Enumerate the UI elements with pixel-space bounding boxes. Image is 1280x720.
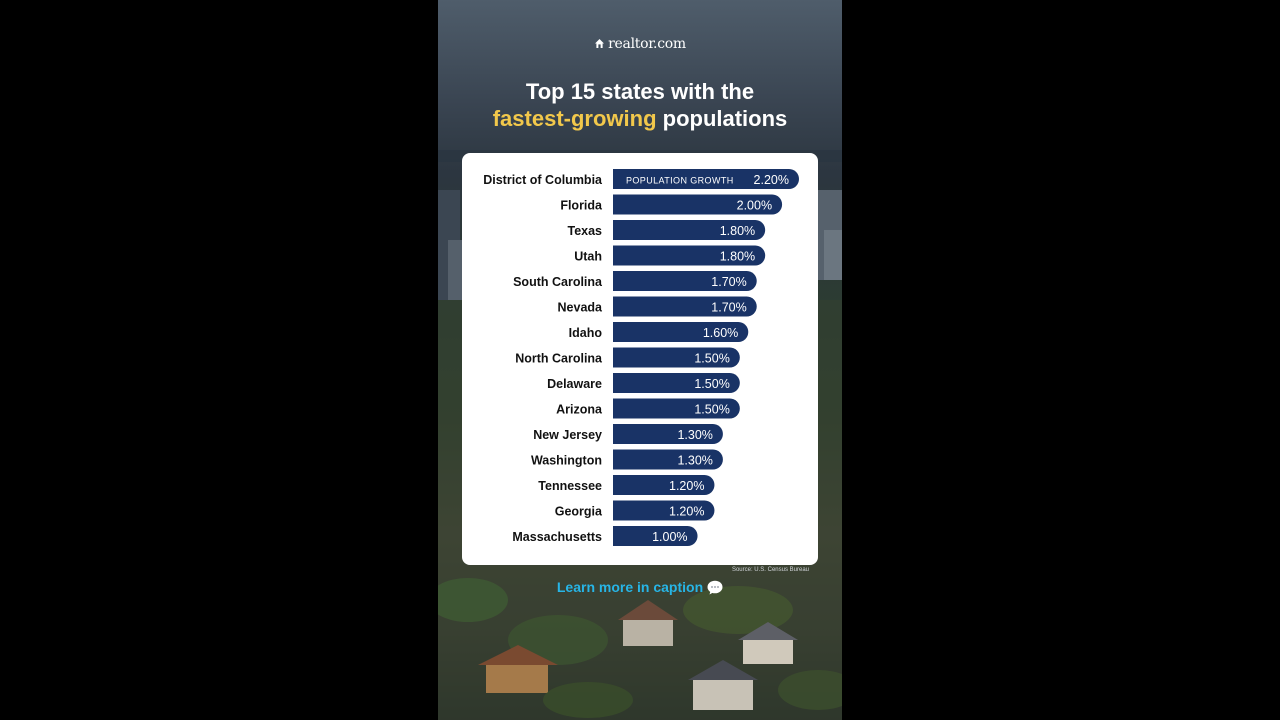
- bar: [613, 398, 740, 419]
- infographic-panel: realtor.com Top 15 states with the faste…: [438, 0, 842, 720]
- category-label: Arizona: [556, 403, 603, 417]
- category-label: North Carolina: [515, 352, 603, 366]
- value-label: 1.50%: [694, 377, 729, 391]
- legend-label: POPULATION GROWTH: [626, 176, 734, 186]
- category-label: Washington: [531, 454, 602, 468]
- value-label: 2.00%: [737, 199, 772, 213]
- bar: [613, 296, 757, 317]
- value-label: 1.60%: [703, 326, 738, 340]
- value-label: 1.20%: [669, 479, 704, 493]
- value-label: 1.20%: [669, 505, 704, 519]
- category-label: Florida: [560, 199, 603, 213]
- headline-rest: populations: [656, 106, 788, 131]
- value-label: 2.20%: [754, 173, 789, 187]
- value-label: 1.80%: [720, 250, 755, 264]
- category-label: Nevada: [558, 301, 604, 315]
- bar: [613, 271, 757, 291]
- bar: [613, 526, 698, 546]
- category-label: Massachusetts: [512, 530, 602, 544]
- bar: [613, 424, 723, 444]
- bar: [613, 347, 740, 368]
- bar: [613, 245, 766, 266]
- bar: [613, 449, 723, 470]
- learn-more-cta[interactable]: Learn more in caption: [438, 579, 842, 595]
- bar: [613, 194, 783, 215]
- headline-line-1: Top 15 states with the: [525, 79, 755, 104]
- source-note: Source: U.S. Census Bureau: [731, 567, 809, 573]
- category-label: Georgia: [555, 505, 603, 519]
- category-label: Delaware: [547, 377, 602, 391]
- value-label: 1.50%: [694, 352, 729, 366]
- house-icon: [595, 39, 605, 48]
- value-label: 1.30%: [677, 454, 712, 468]
- bar: [613, 169, 799, 189]
- cta-text: Learn more in caption: [556, 579, 704, 595]
- bar-chart: District of Columbia 2.20% Florida 2.00% Tex…: [483, 169, 799, 546]
- category-label: Tennessee: [538, 479, 602, 493]
- category-label: Idaho: [569, 326, 603, 340]
- value-label: 1.80%: [720, 224, 755, 238]
- chart-card: District of Columbia 2.20% Florida 2.00% Tex…: [462, 153, 818, 565]
- value-label: 1.70%: [711, 275, 746, 289]
- bar: [613, 475, 715, 495]
- bar: [613, 220, 766, 240]
- headline-highlight: fastest-growing: [492, 106, 657, 131]
- headline: Top 15 states with the fastest-growing p…: [438, 78, 842, 132]
- bar: [613, 373, 740, 393]
- realtor-logo: realtor.com: [438, 36, 842, 52]
- value-label: 1.70%: [711, 301, 746, 315]
- value-label: 1.50%: [694, 403, 729, 417]
- bar: [613, 500, 715, 521]
- category-label: South Carolina: [513, 275, 603, 289]
- speech-bubble-icon: [707, 580, 723, 595]
- category-label: Utah: [574, 250, 602, 264]
- category-label: New Jersey: [533, 428, 602, 442]
- category-label: Texas: [567, 224, 602, 238]
- category-label: District of Columbia: [483, 173, 603, 187]
- bar: [613, 322, 749, 342]
- value-label: 1.00%: [652, 530, 687, 544]
- logo-text: realtor.com: [608, 36, 686, 52]
- value-label: 1.30%: [677, 428, 712, 442]
- headline-line-2: fastest-growing populations: [438, 105, 842, 132]
